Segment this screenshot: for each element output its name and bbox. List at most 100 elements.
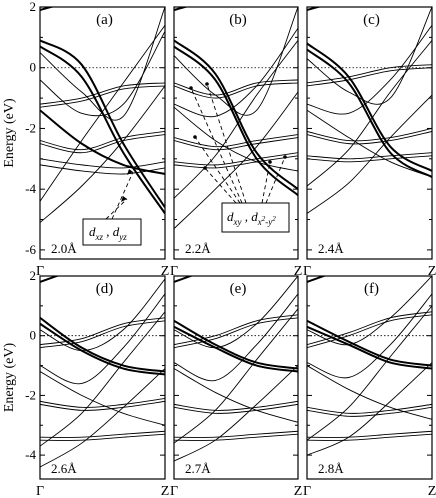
- dashed-arrow: [204, 167, 237, 204]
- band-line-4: [40, 317, 165, 346]
- axis-frame: [39, 6, 166, 260]
- y-tick-label: -4: [25, 181, 36, 196]
- band-line-9: [307, 131, 432, 145]
- band-line-7: [307, 365, 432, 420]
- orbital-label: dxz , dyz: [89, 224, 127, 242]
- x-tick-label: Γ: [170, 264, 178, 279]
- bands: [40, 7, 165, 223]
- bond-length-annotation: 2.4Å: [318, 241, 344, 256]
- arrow-head: [203, 166, 207, 170]
- band-line-6: [307, 24, 432, 115]
- x-tick-label: Γ: [303, 484, 311, 498]
- band-line-13: [40, 85, 165, 223]
- panel-d: 2 0 -2 -4 Γ Z Energy (eV) (d) 2.6Å: [2, 268, 169, 498]
- band-line-10: [307, 152, 432, 160]
- band-line-1: [307, 319, 432, 367]
- axis-frame: [306, 6, 433, 260]
- x-tick-label: Z: [294, 484, 303, 498]
- band-line-11: [174, 433, 298, 441]
- bands: [307, 276, 432, 456]
- bands: [307, 7, 432, 214]
- band-line-5: [174, 82, 298, 99]
- band-line-4: [174, 79, 298, 96]
- arrow-head: [121, 196, 127, 202]
- band-line-6: [174, 27, 298, 118]
- band-line-4: [307, 311, 432, 346]
- band-line-3: [174, 276, 298, 349]
- band-line-2: [40, 45, 165, 215]
- band-line-10: [174, 430, 298, 438]
- arrow-head: [189, 86, 193, 90]
- band-line-5: [307, 67, 432, 87]
- band-line-8: [40, 131, 165, 151]
- panel-label: (a): [96, 12, 113, 28]
- band-line-8: [174, 134, 298, 148]
- bond-length-annotation: 2.6Å: [51, 461, 77, 476]
- arrow-head: [268, 160, 272, 164]
- y-axis-label: Energy (eV): [2, 98, 17, 168]
- y-tick-label: 2: [30, 0, 37, 14]
- band-line-12: [40, 24, 165, 202]
- band-line-7: [174, 106, 298, 172]
- band-line-1: [40, 39, 165, 208]
- band-line-6: [40, 293, 165, 385]
- band-line-10: [307, 430, 432, 438]
- orbital-label-box: [221, 202, 290, 233]
- band-line-8: [307, 403, 432, 414]
- band-line-6: [174, 293, 298, 382]
- band-line-0: [174, 7, 189, 11]
- band-line-4: [40, 31, 165, 117]
- orbital-label: dxy , dx2-y2: [227, 209, 276, 227]
- band-line-3: [307, 7, 432, 105]
- band-line-8: [174, 400, 298, 411]
- y-tick-label: 0: [30, 60, 37, 75]
- band-line-12: [307, 305, 432, 441]
- panel-f: Γ Z (f) 2.8Å: [303, 275, 436, 498]
- panel-e: Γ Z (e) 2.7Å: [170, 275, 303, 498]
- band-line-2: [307, 48, 432, 178]
- dashed-arrow: [105, 198, 128, 220]
- orbital-label-box: [82, 218, 142, 246]
- bands: [174, 276, 298, 462]
- band-line-11: [40, 164, 165, 175]
- band-line-8: [307, 128, 432, 142]
- band-line-7: [174, 368, 298, 423]
- band-line-13: [40, 368, 165, 468]
- band-line-9: [40, 134, 165, 154]
- band-line-12: [174, 40, 298, 199]
- band-line-13: [174, 365, 298, 462]
- y-tick-label: -2: [25, 120, 36, 135]
- band-line-9: [174, 403, 298, 414]
- bond-length-annotation: 2.2Å: [185, 241, 211, 256]
- band-line-7: [40, 371, 165, 426]
- panel-label: (b): [229, 12, 247, 28]
- y-tick-label: 0: [30, 328, 37, 343]
- band-line-11: [40, 433, 165, 441]
- bond-length-annotation: 2.7Å: [185, 461, 211, 476]
- arrow-head: [283, 155, 287, 159]
- x-tick-label: Γ: [170, 484, 178, 498]
- panel-b: Γ Z (b) 2.2Å dxy , dx2-y2: [170, 6, 303, 279]
- band-line-0: [307, 7, 322, 11]
- dashed-arrow: [111, 171, 134, 220]
- band-line-7: [307, 109, 432, 178]
- panel-label: (d): [96, 281, 114, 297]
- band-line-11: [174, 155, 298, 169]
- band-line-12: [307, 40, 432, 187]
- band-line-5: [40, 82, 165, 105]
- x-tick-label: Z: [294, 264, 303, 279]
- band-line-0: [40, 7, 55, 11]
- band-line-1: [307, 42, 432, 172]
- arrow-head: [127, 169, 133, 175]
- x-tick-label: Z: [428, 484, 436, 498]
- band-line-10: [40, 158, 165, 169]
- panel-c: Γ Z (c) 2.4Å: [303, 6, 436, 279]
- band-line-8: [40, 397, 165, 408]
- bands: [40, 276, 165, 468]
- band-line-2: [174, 325, 298, 373]
- x-tick-label: Z: [161, 264, 170, 279]
- bond-length-annotation: 2.8Å: [318, 461, 344, 476]
- y-tick-label: -2: [25, 387, 36, 402]
- bond-length-annotation: 2.0Å: [51, 241, 77, 256]
